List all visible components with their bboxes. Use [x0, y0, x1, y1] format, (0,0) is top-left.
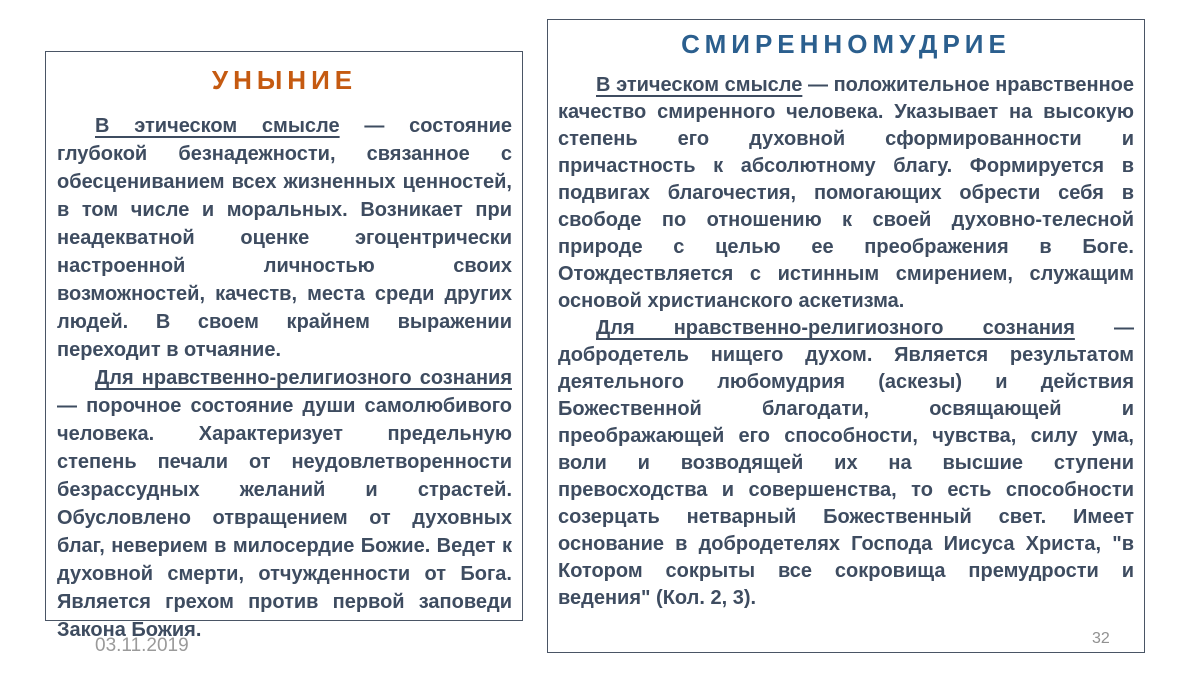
slide-page-number: 32: [1092, 630, 1110, 647]
lead-phrase: В этическом смысле: [596, 74, 803, 96]
right-text-box: СМИРЕННОМУДРИЕ В этическом смысле — поло…: [547, 19, 1145, 653]
paragraph-ethical-sense: В этическом смысле — положительное нравс…: [558, 72, 1134, 315]
left-box-title: УНЫНИЕ: [211, 65, 358, 95]
paragraph-moral-religious: Для нравственно-религиозного сознания — …: [57, 364, 512, 644]
lead-phrase: Для нравственно-религиозного сознания: [596, 317, 1075, 339]
paragraph-ethical-sense: В этическом смысле — состояние глубокой …: [57, 112, 512, 364]
slide-date: 03.11.2019: [95, 635, 189, 656]
left-text-box: УНЫНИЕ В этическом смысле — состояние гл…: [45, 51, 523, 641]
right-box-body: В этическом смысле — положительное нравс…: [558, 72, 1134, 612]
right-box-title: СМИРЕННОМУДРИЕ: [681, 29, 1011, 59]
lead-phrase: В этическом смысле: [95, 115, 340, 137]
left-box-body: В этическом смысле — состояние глубокой …: [57, 112, 512, 644]
paragraph-rest: — состояние глубокой безнадежности, связ…: [57, 115, 513, 361]
paragraph-rest: — добродетель нищего духом. Является рез…: [558, 317, 1134, 609]
paragraph-rest: — порочное состояние души самолюбивого ч…: [57, 395, 512, 641]
paragraph-rest: — положительное нравственное качество см…: [558, 74, 1135, 312]
lead-phrase: Для нравственно-религиозного сознания: [95, 367, 512, 389]
paragraph-moral-religious: Для нравственно-религиозного сознания — …: [558, 315, 1134, 612]
